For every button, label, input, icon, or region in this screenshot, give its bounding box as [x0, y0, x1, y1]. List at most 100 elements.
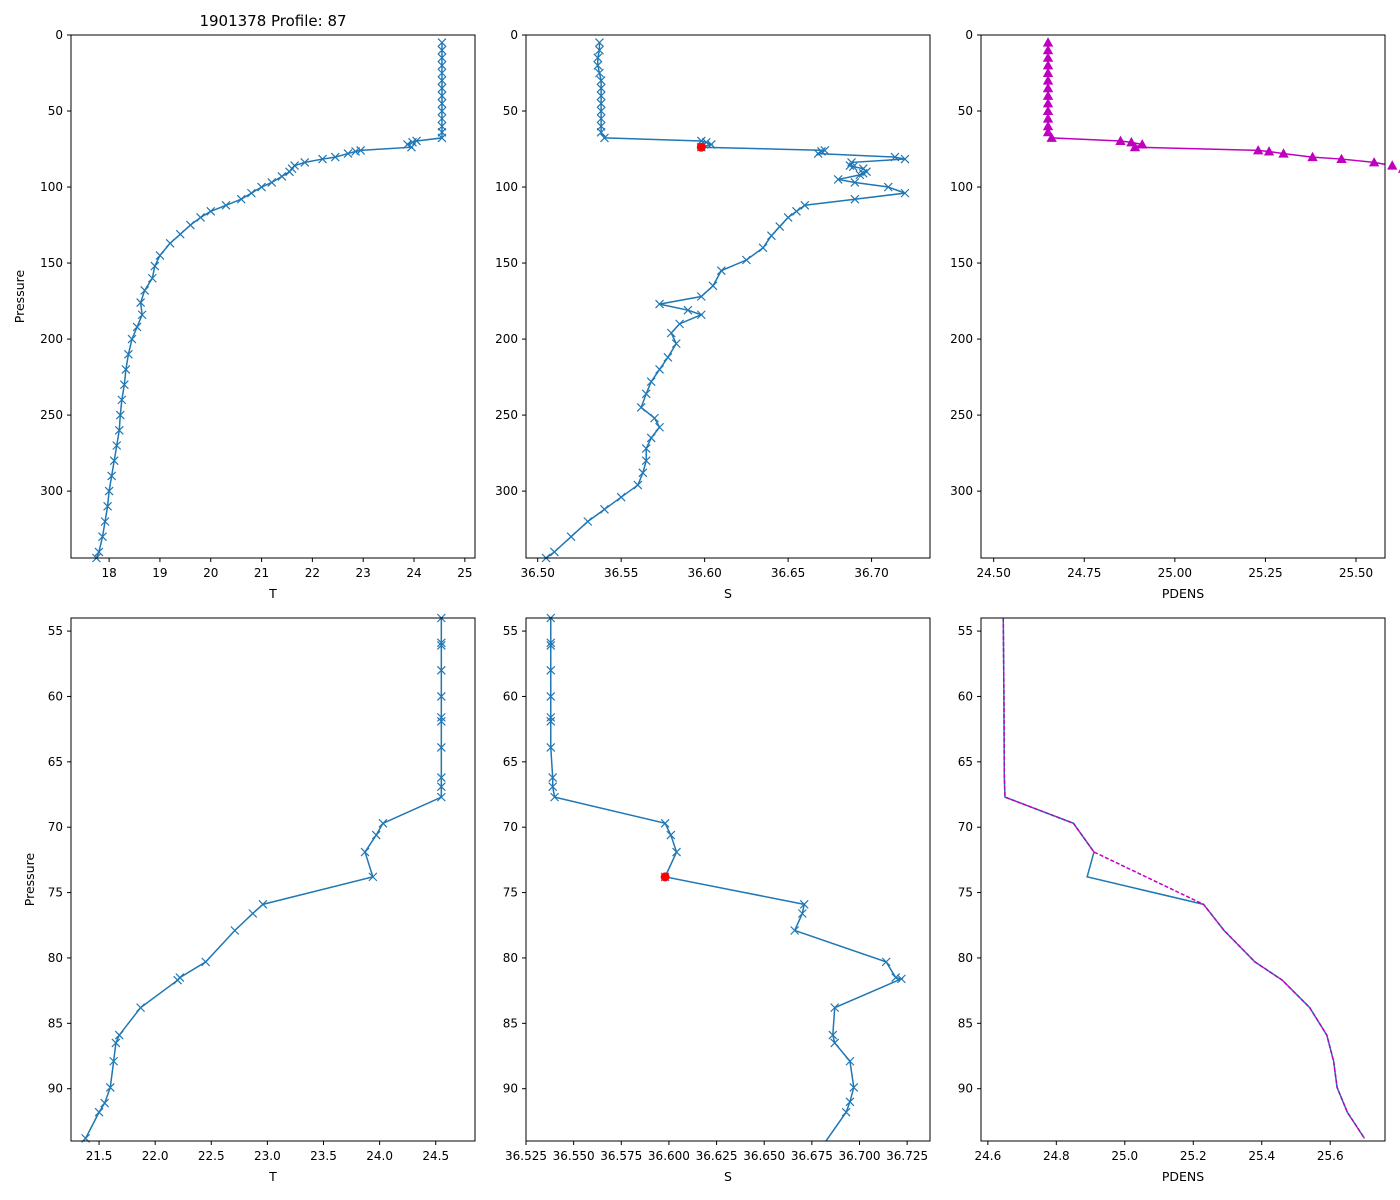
x-tick-label: 19	[152, 566, 167, 580]
data-point-marker	[741, 255, 751, 265]
data-point-marker	[437, 53, 447, 63]
y-tick-label: 300	[495, 484, 518, 498]
y-tick-label: 250	[495, 408, 518, 422]
data-point-marker	[813, 149, 823, 159]
data-point-marker	[696, 310, 706, 320]
data-point-marker	[277, 171, 287, 181]
data-point-marker	[437, 68, 447, 78]
data-point-marker	[790, 926, 800, 935]
data-point-marker	[104, 486, 114, 496]
data-point-marker	[343, 149, 353, 159]
data-point-marker	[330, 152, 340, 162]
x-tick-label: 21.5	[86, 1149, 113, 1163]
data-point-marker	[368, 872, 378, 882]
data-point-marker	[1336, 153, 1347, 164]
data-point-marker	[655, 422, 664, 432]
x-tick-label: 36.675	[791, 1149, 833, 1163]
data-point-marker	[830, 1003, 840, 1013]
data-point-marker	[600, 133, 609, 143]
y-tick-label: 0	[965, 28, 973, 42]
y-tick-label: 65	[48, 755, 63, 769]
x-tick-label: 36.60	[687, 566, 721, 580]
data-point-marker	[436, 641, 446, 650]
data-point-marker	[891, 973, 901, 982]
data-point-marker	[1042, 126, 1054, 137]
axes-frame	[525, 617, 931, 1142]
x-tick-label: 24.50	[977, 566, 1011, 580]
data-point-marker	[595, 68, 604, 78]
data-point-marker	[1307, 151, 1318, 162]
data-point-marker	[596, 83, 606, 93]
x-tick-label: 36.600	[648, 1149, 690, 1163]
data-point-marker	[257, 182, 266, 192]
data-point-marker	[546, 692, 556, 701]
x-tick-label: 18	[101, 566, 116, 580]
data-point-marker	[117, 395, 127, 405]
data-point-marker	[595, 45, 604, 55]
data-point-marker	[596, 106, 606, 116]
data-point-marker	[616, 492, 626, 502]
y-tick-label: 60	[958, 689, 973, 703]
data-point-marker	[115, 410, 125, 420]
y-tick-label: 85	[503, 1016, 518, 1030]
data-point-marker	[150, 261, 160, 271]
x-axis-label: S	[724, 586, 732, 601]
y-tick-label: 85	[48, 1016, 63, 1030]
panel-top-middle: 36.50 36.55 36.60 36.65 36.70 0 50 100 150 200 250…	[495, 28, 931, 601]
data-point-marker	[201, 957, 211, 967]
x-tick-label: 22.5	[198, 1149, 225, 1163]
data-point-marker	[845, 1097, 855, 1107]
data-point-marker	[119, 380, 129, 390]
data-point-marker	[111, 1038, 121, 1048]
y-axis-label: Pressure	[12, 270, 27, 324]
data-point-marker	[546, 665, 556, 675]
data-point-marker	[107, 471, 117, 481]
x-tick-label: 22.0	[142, 1149, 169, 1163]
data-point-marker	[267, 178, 277, 187]
data-point-marker	[360, 847, 370, 857]
data-point-marker	[683, 305, 693, 315]
y-tick-label: 200	[495, 332, 518, 346]
data-point-marker	[236, 194, 246, 204]
data-point-marker	[155, 251, 165, 260]
data-point-marker	[300, 157, 310, 167]
data-point-marker	[123, 349, 133, 359]
x-tick-label: 36.55	[604, 566, 638, 580]
x-tick-label: 22	[305, 566, 320, 580]
x-axis-label: S	[724, 1169, 732, 1184]
axes-frame	[980, 617, 1386, 1142]
data-point-marker	[675, 319, 685, 329]
data-point-marker	[775, 222, 785, 231]
x-tick-label: 36.575	[600, 1149, 642, 1163]
data-point-marker	[655, 299, 664, 309]
y-tick-label: 55	[48, 624, 63, 638]
x-axis-label: PDENS	[1162, 586, 1204, 601]
y-tick-label: 80	[958, 951, 973, 965]
panel-bottom-right: 24.6 24.8 25.0 25.2 25.4 25.6 55 60 65 70 75 80 85 90…	[958, 617, 1386, 1184]
data-point-marker	[185, 220, 195, 230]
data-point-marker	[548, 782, 558, 792]
data-point-marker	[797, 909, 807, 918]
data-point-marker	[546, 712, 556, 722]
data-point-marker	[437, 98, 447, 108]
data-point-marker	[436, 716, 446, 726]
highlight-point	[660, 872, 670, 882]
data-point-marker	[671, 339, 681, 349]
data-point-marker	[1137, 139, 1148, 149]
data-point-marker	[1278, 148, 1289, 158]
data-point-marker	[830, 1038, 840, 1048]
x-tick-label: 36.65	[771, 566, 805, 580]
y-tick-label: 55	[503, 624, 518, 638]
data-point-marker	[436, 638, 446, 648]
data-point-marker	[596, 76, 606, 86]
data-point-marker	[672, 847, 681, 857]
panel-top-left: 18 19 20 21 22 23 24 25050100150200250300TPress…	[12, 28, 476, 601]
x-tick-label: 20	[203, 566, 218, 580]
data-point-marker	[109, 456, 119, 466]
data-point-marker	[437, 83, 447, 93]
axes-frame	[525, 34, 931, 559]
data-point-marker	[1115, 135, 1126, 145]
data-point-marker	[437, 91, 447, 101]
y-tick-label: 70	[958, 820, 973, 834]
